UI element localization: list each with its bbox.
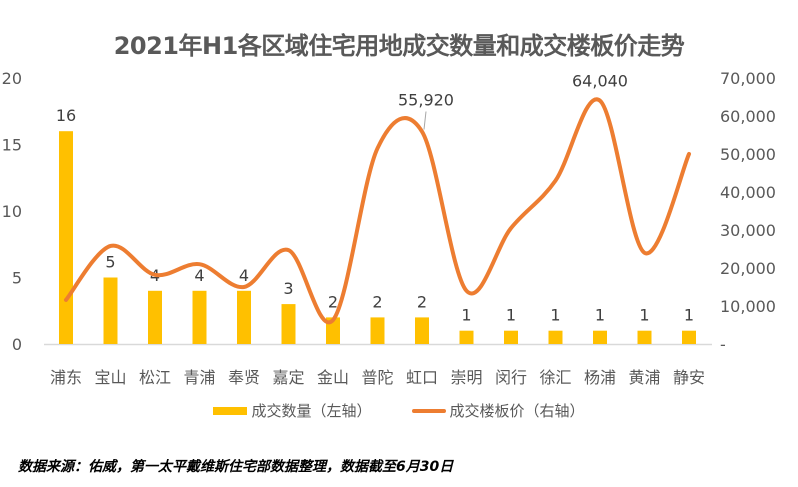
legend-item-bar[interactable]: 成交数量（左轴） [213, 400, 372, 421]
category-label: 闵行 [495, 368, 527, 387]
right-tick-label: 70,000 [720, 69, 776, 88]
bar-value-label: 1 [550, 306, 560, 325]
line-swatch-icon [411, 408, 446, 413]
bar[interactable] [59, 131, 73, 344]
right-tick-label: 50,000 [720, 145, 776, 164]
bar[interactable] [192, 290, 207, 344]
right-tick-label: 60,000 [720, 107, 776, 126]
bar[interactable] [504, 330, 518, 344]
category-label: 徐汇 [539, 368, 571, 387]
line-data-labels: 55,920 64,040 [398, 72, 628, 130]
line-series [64, 97, 691, 325]
left-tick-label: 5 [12, 269, 22, 288]
category-label: 虹口 [406, 368, 438, 387]
bar[interactable] [415, 317, 429, 344]
bar-value-label: 1 [684, 306, 694, 325]
bar-value-label: 2 [328, 292, 338, 311]
category-label: 浦东 [50, 368, 82, 387]
bar[interactable] [637, 330, 652, 344]
category-label: 静安 [673, 368, 705, 387]
left-tick-label: 10 [2, 202, 22, 221]
bar[interactable] [148, 290, 162, 344]
right-tick-label: 40,000 [720, 183, 776, 202]
bar-value-label: 2 [372, 292, 382, 311]
data-source-note: 数据来源：佑威，第一太平戴维斯住宅部数据整理，数据截至6月30日 [18, 459, 454, 475]
category-label: 嘉定 [272, 368, 304, 387]
bar-value-label: 1 [595, 306, 605, 325]
bar-value-label: 4 [239, 266, 249, 285]
category-label: 黄浦 [628, 368, 660, 387]
leader-line [423, 111, 427, 130]
category-label: 松江 [139, 368, 171, 387]
legend: 成交数量（左轴） 成交楼板价（右轴） [0, 400, 798, 421]
bar-value-label: 1 [639, 306, 649, 325]
bar[interactable] [370, 317, 385, 344]
bar-value-label: 16 [56, 106, 76, 125]
bar-value-label: 1 [506, 306, 516, 325]
bar-value-label: 5 [105, 253, 115, 272]
bar-series [59, 131, 696, 344]
right-tick-label: - [720, 335, 726, 354]
category-label: 青浦 [183, 368, 215, 387]
bar-value-label: 3 [283, 279, 293, 298]
category-label: 杨浦 [584, 368, 616, 387]
bar[interactable] [548, 330, 563, 344]
category-labels: 浦东 宝山 松江 青浦 奉贤 嘉定 金山 普陀 虹口 崇明 闵行 徐汇 杨浦 黄浦 静安 [50, 368, 705, 387]
category-label: 奉贤 [228, 368, 260, 387]
bar-value-label: 2 [417, 292, 427, 311]
right-tick-label: 30,000 [720, 221, 776, 240]
bar[interactable] [237, 290, 251, 344]
bar-swatch-icon [213, 406, 248, 415]
right-axis: - 10,000 20,000 30,000 40,000 50,000 60,000 70,… [720, 69, 776, 354]
left-tick-label: 20 [2, 69, 22, 88]
chart-title: 2021年H1各区域住宅用地成交数量和成交楼板价走势 [113, 32, 685, 60]
legend-bar-label: 成交数量（左轴） [251, 402, 372, 420]
line-value-label: 64,040 [572, 72, 628, 91]
bar-value-label: 4 [194, 266, 204, 285]
legend-line-label: 成交楼板价（右轴） [449, 402, 585, 420]
left-axis: 0 5 10 15 20 [2, 69, 22, 354]
category-label: 崇明 [450, 368, 482, 387]
category-label: 普陀 [361, 368, 393, 387]
legend-item-line[interactable]: 成交楼板价（右轴） [411, 400, 585, 421]
bar[interactable] [103, 277, 118, 345]
right-tick-label: 10,000 [720, 297, 776, 316]
bar[interactable] [593, 330, 607, 344]
category-label: 金山 [317, 368, 349, 387]
right-tick-label: 20,000 [720, 259, 776, 278]
left-tick-label: 15 [2, 136, 22, 155]
bar[interactable] [281, 304, 296, 344]
line-value-label: 55,920 [398, 91, 454, 110]
left-tick-label: 0 [12, 335, 22, 354]
bar[interactable] [459, 330, 474, 344]
bar-value-label: 1 [461, 306, 471, 325]
bar[interactable] [682, 330, 696, 344]
category-label: 宝山 [94, 368, 126, 387]
